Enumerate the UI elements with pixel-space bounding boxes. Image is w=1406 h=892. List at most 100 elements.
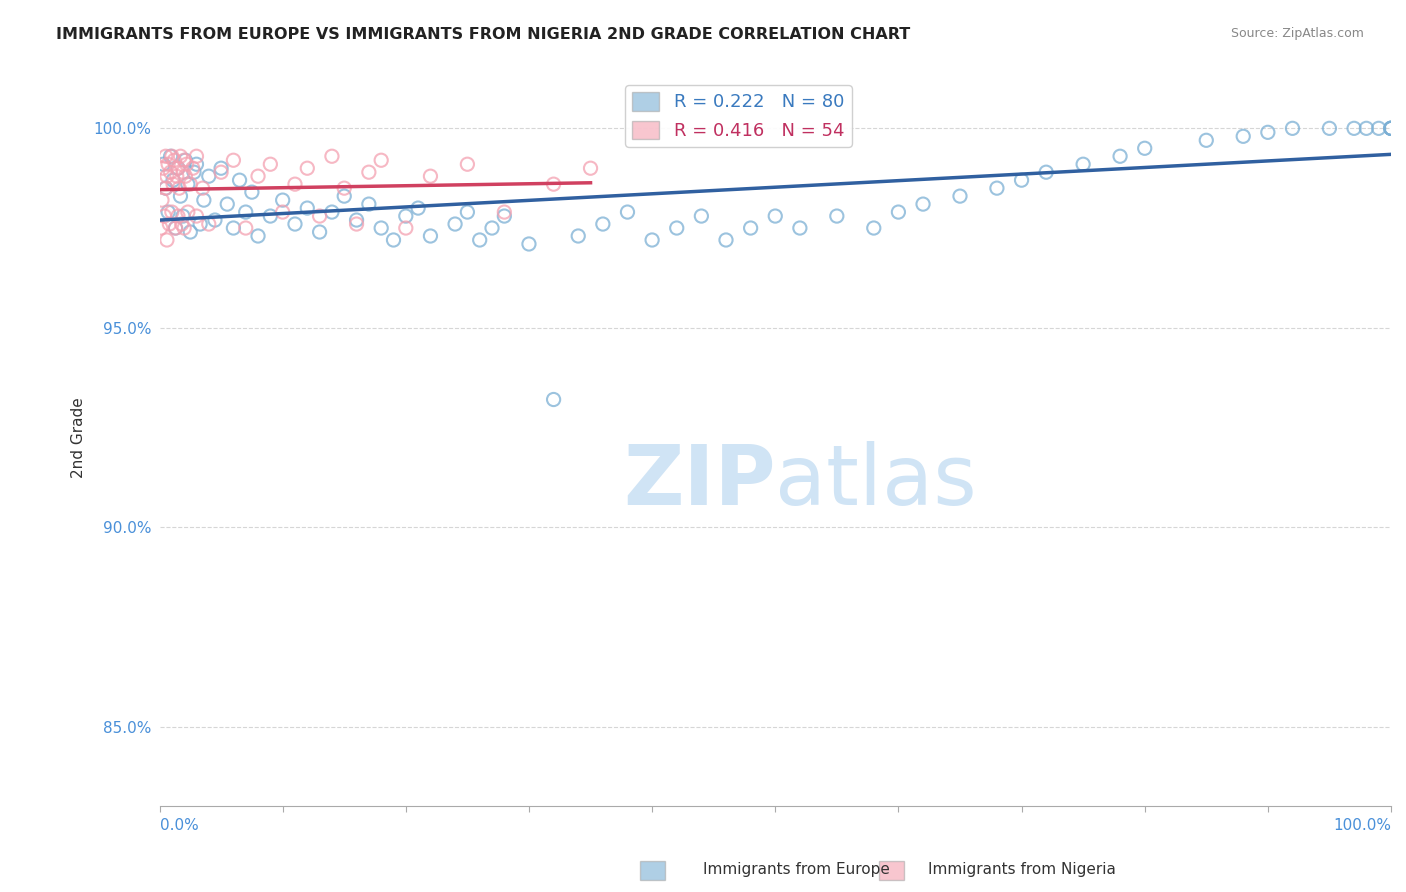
Point [163,153,186,168]
Point [1281,121,1303,136]
Point [228,173,250,187]
Point [284,177,307,191]
Text: 100.0%: 100.0% [1333,818,1391,833]
Point [157,157,180,171]
Point [1368,121,1391,136]
Point [616,205,638,219]
Point [1195,133,1218,147]
Point [153,209,176,223]
Point [370,153,392,168]
Point [209,165,232,179]
Point [395,209,418,223]
Point [494,205,516,219]
Point [406,201,429,215]
Point [177,205,200,219]
Point [259,209,281,223]
Point [181,161,204,176]
Point [825,209,848,223]
Point [150,193,173,207]
Point [1379,121,1402,136]
Point [247,169,270,184]
Point [235,205,257,219]
Point [152,161,174,176]
Point [862,221,884,235]
Point [259,157,281,171]
Point [494,209,516,223]
Point [333,189,356,203]
Point [235,221,257,235]
Point [167,161,190,176]
Point [169,149,191,163]
Point [665,221,688,235]
Point [419,229,441,244]
Point [222,221,245,235]
Point [346,217,368,231]
Point [174,169,197,184]
Text: 0.0%: 0.0% [159,818,198,833]
Point [567,229,589,244]
Point [308,209,330,223]
Text: ZIP: ZIP [623,442,775,522]
Point [468,233,491,247]
Point [155,149,177,163]
Point [152,157,174,171]
Point [740,221,762,235]
Point [169,189,191,203]
Point [543,392,565,407]
Point [149,221,172,235]
Point [887,205,910,219]
Point [159,165,181,179]
Text: atlas: atlas [775,442,977,522]
Point [321,149,343,163]
Point [197,169,219,184]
Point [789,221,811,235]
Point [155,181,177,195]
Point [911,197,934,211]
Point [357,165,380,179]
Point [160,205,183,219]
Point [714,233,737,247]
Point [172,165,194,179]
Point [1257,125,1279,139]
Point [346,213,368,227]
Point [592,217,614,231]
Point [156,169,179,184]
Point [240,185,263,199]
Y-axis label: 2nd Grade: 2nd Grade [72,397,86,478]
Point [370,221,392,235]
Point [247,229,270,244]
Point [162,177,184,191]
Point [357,197,380,211]
Point [579,161,602,176]
Point [165,221,187,235]
Point [222,153,245,168]
Point [543,177,565,191]
Point [177,177,200,191]
Point [155,181,177,195]
Point [162,173,184,187]
Legend: R = 0.222   N = 80, R = 0.416   N = 54: R = 0.222 N = 80, R = 0.416 N = 54 [626,85,852,147]
Point [986,181,1008,195]
Point [456,157,478,171]
Point [156,233,179,247]
Point [172,209,194,223]
Point [1343,121,1365,136]
Point [173,221,195,235]
Point [204,213,226,227]
Point [1379,121,1402,136]
Point [308,225,330,239]
Point [1379,121,1402,136]
Point [763,209,786,223]
Point [284,217,307,231]
Point [444,217,467,231]
Point [1319,121,1341,136]
Point [297,201,319,215]
Point [321,205,343,219]
Point [517,237,540,252]
Point [193,193,215,207]
Point [179,225,201,239]
Point [186,149,208,163]
Point [191,181,214,195]
Text: Immigrants from Nigeria: Immigrants from Nigeria [928,863,1116,877]
Point [186,209,208,223]
